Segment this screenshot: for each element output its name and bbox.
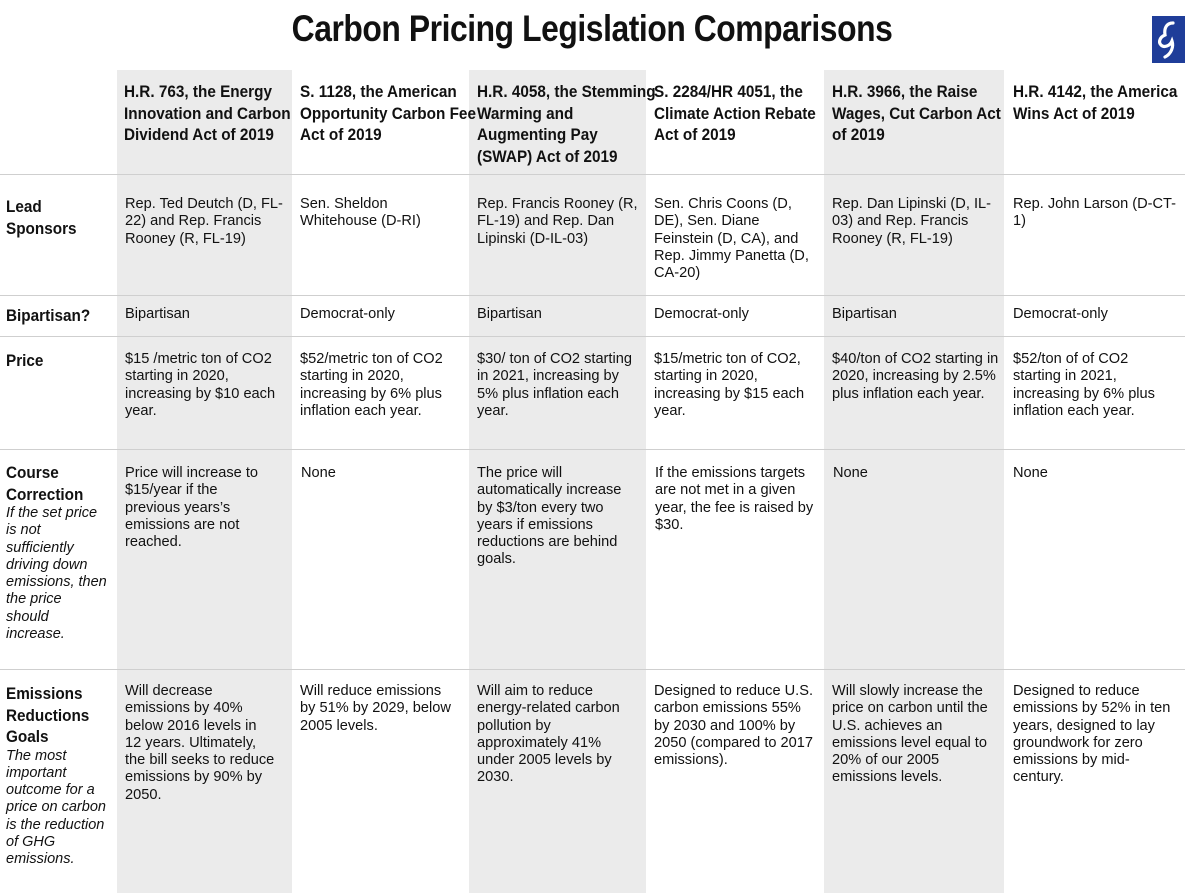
table-cell: Rep. Ted Deutch (D, FL-22) and Rep. Fran… [125,196,283,247]
row-label-title: Lead Sponsors [6,197,77,238]
table-cell: Price will increase to $15/year if the p… [125,465,259,551]
table-cell: Rep. John Larson (D-CT-1) [1013,196,1177,230]
table-cell: Bipartisan [477,306,542,322]
row-label-price: Price [6,350,108,372]
table-cell: Rep. Dan Lipinski (D, IL-03) and Rep. Fr… [832,196,991,247]
table-cell: Will reduce emissions by 51% by 2029, be… [300,683,451,734]
table-cell: None [1013,465,1048,481]
table-cell: Designed to reduce U.S. carbon emissions… [654,683,814,769]
row-divider [0,449,1185,450]
row-label-title: Course Correction [6,463,84,504]
table-cell: Will aim to reduce energy-related carbon… [477,683,620,786]
table-cell: Will decrease emissions by 40% below 201… [125,683,275,803]
row-label-note: The most important outcome for a price o… [6,747,106,868]
row-label-bipartisan: Bipartisan? [6,305,108,327]
table-cell: $15/metric ton of CO2, starting in 2020,… [654,351,805,419]
table-cell: $15 /metric ton of CO2 starting in 2020,… [125,351,276,419]
table-cell: $52/ton of of CO2 starting in 2021, incr… [1013,351,1155,419]
table-cell: Democrat-only [300,306,395,322]
table-cell: Designed to reduce emissions by 52% in t… [1013,683,1171,786]
column-shade [824,70,1004,893]
page-title: Carbon Pricing Legislation Comparisons [291,8,893,49]
column-shade [469,70,646,893]
blue-square-logo-icon [1152,16,1185,63]
table-cell: Bipartisan [125,306,190,322]
row-divider [0,174,1185,175]
table-cell: Sen. Sheldon Whitehouse (D-RI) [300,196,421,230]
table-cell: Rep. Francis Rooney (R, FL-19) and Rep. … [477,196,638,247]
column-shade [117,70,292,893]
row-label-title: Emissions Reductions Goals [6,684,90,746]
table-cell: The price will automatically increase by… [477,465,622,568]
row-label-title: Price [6,351,44,370]
table-cell: $40/ton of CO2 starting in 2020, increas… [832,351,999,402]
row-divider [0,669,1185,670]
logo-glyph-icon [1158,21,1175,59]
comparison-table: H.R. 763, the Energy Innovation and Carb… [0,70,1185,893]
column-header: H.R. 763, the Energy Innovation and Carb… [124,82,291,144]
column-header: H.R. 4142, the America Wins Act of 2019 [1013,82,1178,123]
row-divider [0,336,1185,337]
row-label-note: If the set price is not sufficiently dri… [6,505,107,643]
table-cell: If the emissions targets are not met in … [655,465,814,533]
table-cell: None [833,465,868,481]
table-cell: Will slowly increase the price on carbon… [832,683,988,786]
table-cell: $52/metric ton of CO2 starting in 2020, … [300,351,443,419]
table-cell: Democrat-only [654,306,749,322]
row-label-lead-sponsors: Lead Sponsors [6,196,108,239]
table-cell: $30/ ton of CO2 starting in 2021, increa… [477,351,632,419]
row-label-course-correction: Course Correction If the set price is no… [6,462,108,643]
table-cell: Bipartisan [832,306,897,322]
row-label-title: Bipartisan? [6,306,91,325]
column-header: H.R. 3966, the Raise Wages, Cut Carbon A… [832,82,1001,144]
column-header: S. 1128, the American Opportunity Carbon… [300,82,476,144]
column-header: S. 2284/HR 4051, the Climate Action Reba… [654,82,816,144]
row-label-emissions-goals: Emissions Reductions Goals The most impo… [6,683,108,869]
column-header: H.R. 4058, the Stemming Warming and Augm… [477,82,656,166]
table-cell: Democrat-only [1013,306,1108,322]
row-divider [0,295,1185,296]
table-cell: None [301,465,336,481]
table-cell: Sen. Chris Coons (D, DE), Sen. Diane Fei… [654,196,809,282]
